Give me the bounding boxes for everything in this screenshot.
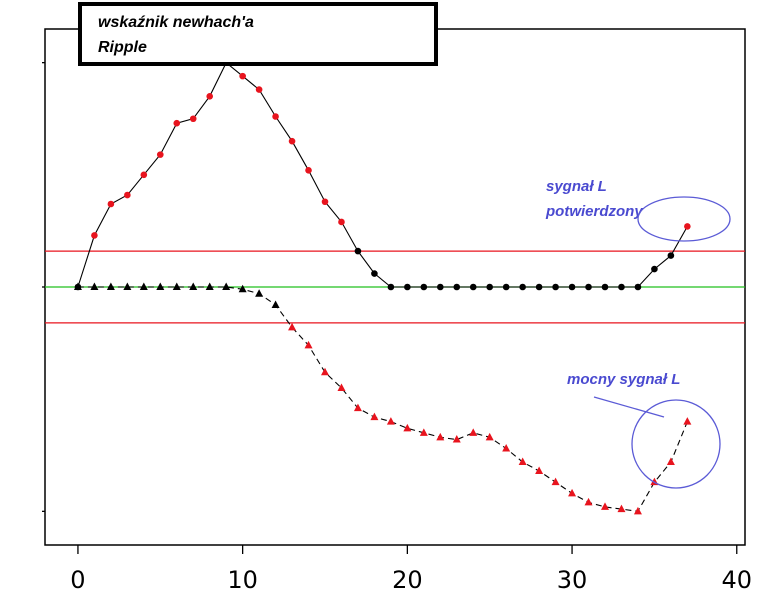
series-0-point-30 [568, 283, 576, 291]
series-0-point-29 [552, 283, 559, 291]
series-0-point-25 [486, 283, 494, 291]
series-0-point-19 [387, 283, 395, 291]
series-0-point-13 [288, 137, 296, 145]
series-0-line [77, 61, 688, 288]
series-0-point-8 [206, 93, 214, 100]
series-1-point-5 [156, 282, 165, 290]
series-0-point-14 [305, 167, 312, 174]
series-1-line [77, 286, 688, 512]
series-0-point-35 [651, 265, 658, 273]
series-0-point-26 [502, 283, 510, 291]
annotation-confirmed-signal-line-2: potwierdzony [545, 203, 643, 220]
annotation-ellipse-confirmed [637, 196, 731, 242]
series-0-point-22 [436, 283, 444, 291]
series-1-point-19 [386, 417, 395, 425]
annotation-strong-signal: mocny sygnał L [567, 371, 680, 388]
annotation-pointer [593, 396, 665, 418]
series-1-point-33 [617, 504, 626, 513]
series-0-point-7 [189, 115, 197, 123]
series-1-point-29 [551, 477, 560, 486]
series-1-point-10 [238, 284, 247, 293]
x-tick-label-30: 30 [557, 566, 588, 594]
series-0-point-16 [338, 218, 345, 226]
series-1-point-25 [485, 432, 494, 441]
series-1-point-0 [73, 282, 82, 290]
series-1-point-31 [584, 497, 593, 506]
series-1-point-7 [189, 282, 198, 290]
x-tick-label-0: 0 [70, 566, 85, 594]
series-1-point-13 [288, 322, 297, 331]
series-1-point-21 [419, 428, 428, 436]
series-0-point-28 [535, 283, 543, 291]
series-0-point-15 [321, 198, 329, 206]
series-1-point-30 [568, 488, 577, 497]
series-1-point-4 [139, 282, 148, 290]
series-1-point-2 [106, 282, 115, 290]
series-1-point-28 [535, 466, 544, 474]
series-1-point-27 [518, 457, 527, 465]
series-0-point-36 [667, 252, 675, 259]
series-0-point-33 [618, 283, 625, 291]
series-1-point-24 [469, 428, 478, 436]
x-tick-label-40: 40 [721, 566, 752, 594]
series-1-point-11 [255, 289, 264, 297]
series-0-point-21 [420, 283, 428, 291]
series-0-point-10 [239, 72, 246, 80]
series-1-point-12 [271, 300, 280, 308]
annotation-confirmed-signal-line-1: sygnał L [546, 178, 607, 195]
series-1-point-16 [337, 383, 346, 391]
annotation-circle-strong [631, 399, 721, 489]
series-1-point-14 [304, 340, 313, 349]
series-0-point-20 [404, 283, 411, 291]
series-0-point-17 [354, 247, 362, 255]
series-0-point-11 [255, 86, 263, 93]
series-0-point-18 [371, 270, 378, 277]
series-0-point-24 [469, 283, 477, 291]
series-1-point-36 [666, 457, 675, 465]
series-0-point-1 [91, 232, 98, 239]
series-1-point-37 [683, 417, 692, 425]
series-1-point-26 [502, 444, 511, 452]
series-1-point-3 [123, 282, 132, 290]
series-1-point-18 [370, 412, 379, 421]
title-line-1: wskaźnik newhach'a [98, 14, 254, 31]
series-1-point-23 [452, 435, 461, 443]
series-0-point-6 [173, 119, 181, 127]
series-1-point-17 [353, 403, 362, 412]
series-1-point-8 [205, 282, 214, 290]
series-0-point-23 [453, 283, 461, 291]
x-tick-label-10: 10 [227, 566, 258, 594]
series-0-point-27 [519, 283, 526, 291]
x-tick-label-20: 20 [392, 566, 423, 594]
series-1-point-1 [90, 282, 99, 290]
series-0-point-34 [634, 283, 642, 291]
series-0-point-37 [684, 223, 691, 230]
series-1-point-32 [601, 502, 609, 510]
series-0-point-3 [124, 191, 131, 199]
series-0-point-4 [140, 171, 148, 179]
series-1-point-22 [436, 432, 445, 441]
series-1-point-34 [633, 506, 642, 515]
series-1-point-20 [403, 423, 412, 432]
series-1-point-9 [222, 282, 231, 290]
series-1-point-6 [172, 282, 181, 290]
series-0-point-32 [601, 283, 609, 291]
series-0-point-2 [107, 200, 115, 208]
series-0-point-31 [585, 283, 592, 291]
series-0-point-12 [272, 113, 279, 120]
title-box [78, 2, 438, 66]
series-1-point-15 [321, 367, 329, 376]
series-0-point-5 [156, 151, 164, 158]
title-line-2: Ripple [98, 39, 147, 56]
